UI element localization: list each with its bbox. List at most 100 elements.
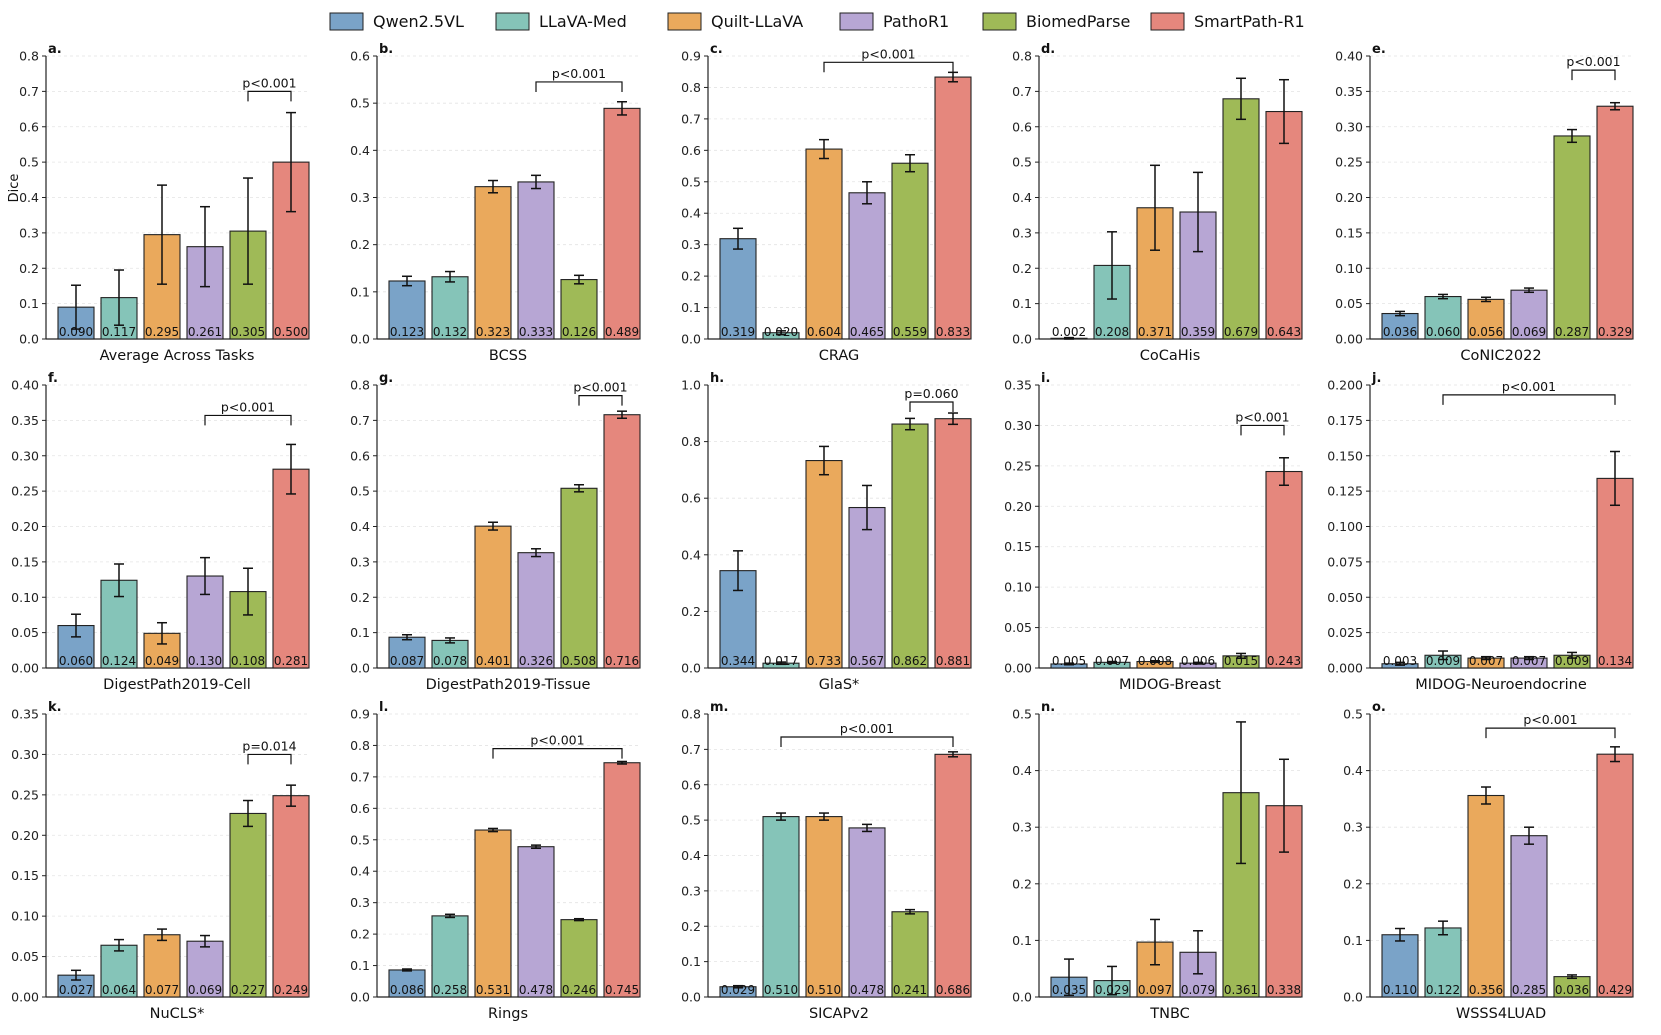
data-label: 0.123 (390, 325, 424, 339)
chart-panel: 0.0 0.1 0.2 0.3 0.4 0.5 0.6 0.7 0.8 0.002 0.208 0.3… (1012, 42, 1303, 364)
data-label: 0.679 (1224, 325, 1258, 339)
y-tick-label: 0.2 (1012, 261, 1032, 276)
significance-label: p=0.014 (242, 738, 296, 753)
data-label: 0.069 (188, 983, 222, 997)
y-tick-label: 0.1 (1343, 933, 1363, 948)
bar (1467, 794, 1505, 998)
bar (143, 934, 181, 998)
y-tick-label: 0.2 (350, 590, 370, 605)
chart-panel: 0.0 0.2 0.4 0.6 0.8 1.0 0.344 0.017 0.733 0.567 0.… (681, 371, 972, 693)
y-tick-label: 0.3 (1343, 820, 1363, 835)
legend-swatch (982, 12, 1017, 31)
bar (431, 639, 469, 669)
data-label: 0.117 (102, 325, 136, 339)
y-tick-label: 0.150 (1327, 448, 1363, 463)
panel-letter: a. (48, 42, 62, 57)
chart-title: MIDOG-Neuroendocrine (1415, 677, 1587, 693)
bar (272, 795, 310, 998)
chart-panel: 0.00 0.05 0.10 0.15 0.20 0.25 0.30 0.35 0.40 0.06… (11, 371, 310, 693)
data-label: 0.086 (390, 983, 424, 997)
y-tick-label: 0.200 (1327, 378, 1363, 393)
chart-panel: 0.0 0.1 0.2 0.3 0.4 0.5 0.6 0.123 0.132 0.323 0.33… (350, 42, 641, 364)
y-tick-label: 0.4 (1012, 763, 1032, 778)
data-label: 0.733 (807, 654, 841, 668)
bar (603, 762, 641, 998)
data-label: 0.241 (893, 983, 927, 997)
bar (388, 280, 426, 340)
chart-grid: 0.0 0.1 0.2 0.3 0.4 0.5 0.6 0.7 0.8 0.090 0.117 0.2… (0, 36, 1661, 1031)
bar (272, 468, 310, 669)
chart-title: WSSS4LUAD (1456, 1006, 1546, 1022)
significance-label: p<0.001 (1566, 54, 1620, 69)
data-label: 0.056 (1469, 325, 1503, 339)
y-tick-label: 0.0 (1012, 332, 1032, 347)
significance-label: p<0.001 (1502, 379, 1556, 394)
y-tick-label: 0.30 (1004, 418, 1032, 433)
y-tick-label: 0.3 (1012, 820, 1032, 835)
y-tick-label: 0.6 (350, 448, 370, 463)
y-tick-label: 0.6 (350, 801, 370, 816)
bar (1265, 110, 1303, 340)
y-tick-label: 0.2 (1343, 876, 1363, 891)
legend-item: LLaVA-Med (495, 12, 627, 31)
bar (1222, 98, 1260, 340)
data-label: 0.006 (1181, 654, 1215, 668)
y-tick-label: 0.00 (1004, 661, 1032, 676)
y-tick-label: 0.125 (1327, 484, 1363, 499)
data-label: 0.130 (188, 654, 222, 668)
legend-label: PathoR1 (883, 12, 949, 31)
data-label: 0.285 (1512, 983, 1546, 997)
data-label: 0.060 (59, 654, 93, 668)
significance-label: p<0.001 (242, 75, 296, 90)
data-label: 0.077 (145, 983, 179, 997)
legend-label: LLaVA-Med (539, 12, 627, 31)
y-tick-label: 0.2 (350, 237, 370, 252)
bar (805, 148, 843, 340)
y-tick-label: 0.2 (350, 927, 370, 942)
y-tick-label: 0.1 (1012, 296, 1032, 311)
significance-bracket (535, 81, 623, 92)
significance-bracket (1485, 727, 1616, 739)
data-label: 0.478 (850, 983, 884, 997)
significance-bracket (204, 414, 292, 426)
data-label: 0.124 (102, 654, 136, 668)
y-tick-label: 0.15 (11, 868, 39, 883)
data-label: 0.110 (1383, 983, 1417, 997)
legend-svg: Qwen2.5VL LLaVA-Med Quilt-LLaVA PathoR1 Biom… (329, 12, 1305, 31)
data-label: 0.078 (433, 654, 467, 668)
panel-letter: b. (379, 42, 393, 57)
y-tick-label: 0.5 (1343, 707, 1363, 722)
y-tick-label: 0.10 (1335, 261, 1363, 276)
data-label: 0.258 (433, 983, 467, 997)
bar (719, 238, 757, 340)
data-label: 0.027 (59, 983, 93, 997)
y-tick-label: 0.8 (681, 80, 701, 95)
panel-letter: o. (1372, 700, 1386, 715)
data-label: 0.604 (807, 325, 841, 339)
bar (603, 414, 641, 669)
data-label: 0.208 (1095, 325, 1129, 339)
y-tick-label: 0.00 (11, 661, 39, 676)
y-tick-label: 0.7 (681, 111, 701, 126)
bar (805, 460, 843, 669)
data-label: 0.126 (562, 325, 596, 339)
bar (229, 812, 267, 998)
data-label: 0.686 (936, 983, 970, 997)
data-label: 0.003 (1383, 654, 1417, 668)
data-label: 0.249 (274, 983, 308, 997)
y-tick-label: 0.4 (350, 864, 370, 879)
chart-title: Average Across Tasks (100, 348, 255, 364)
data-label: 0.643 (1267, 325, 1301, 339)
significance-bracket (1571, 69, 1616, 81)
data-label: 0.090 (59, 325, 93, 339)
bar (100, 579, 138, 669)
data-label: 0.246 (562, 983, 596, 997)
y-tick-label: 0.8 (681, 707, 701, 722)
chart-title: MIDOG-Breast (1119, 677, 1221, 693)
data-label: 0.881 (936, 654, 970, 668)
significance-label: p<0.001 (573, 380, 627, 395)
significance-label: p<0.001 (840, 721, 894, 736)
data-label: 0.359 (1181, 325, 1215, 339)
data-label: 0.029 (721, 983, 755, 997)
data-label: 0.005 (1052, 654, 1086, 668)
